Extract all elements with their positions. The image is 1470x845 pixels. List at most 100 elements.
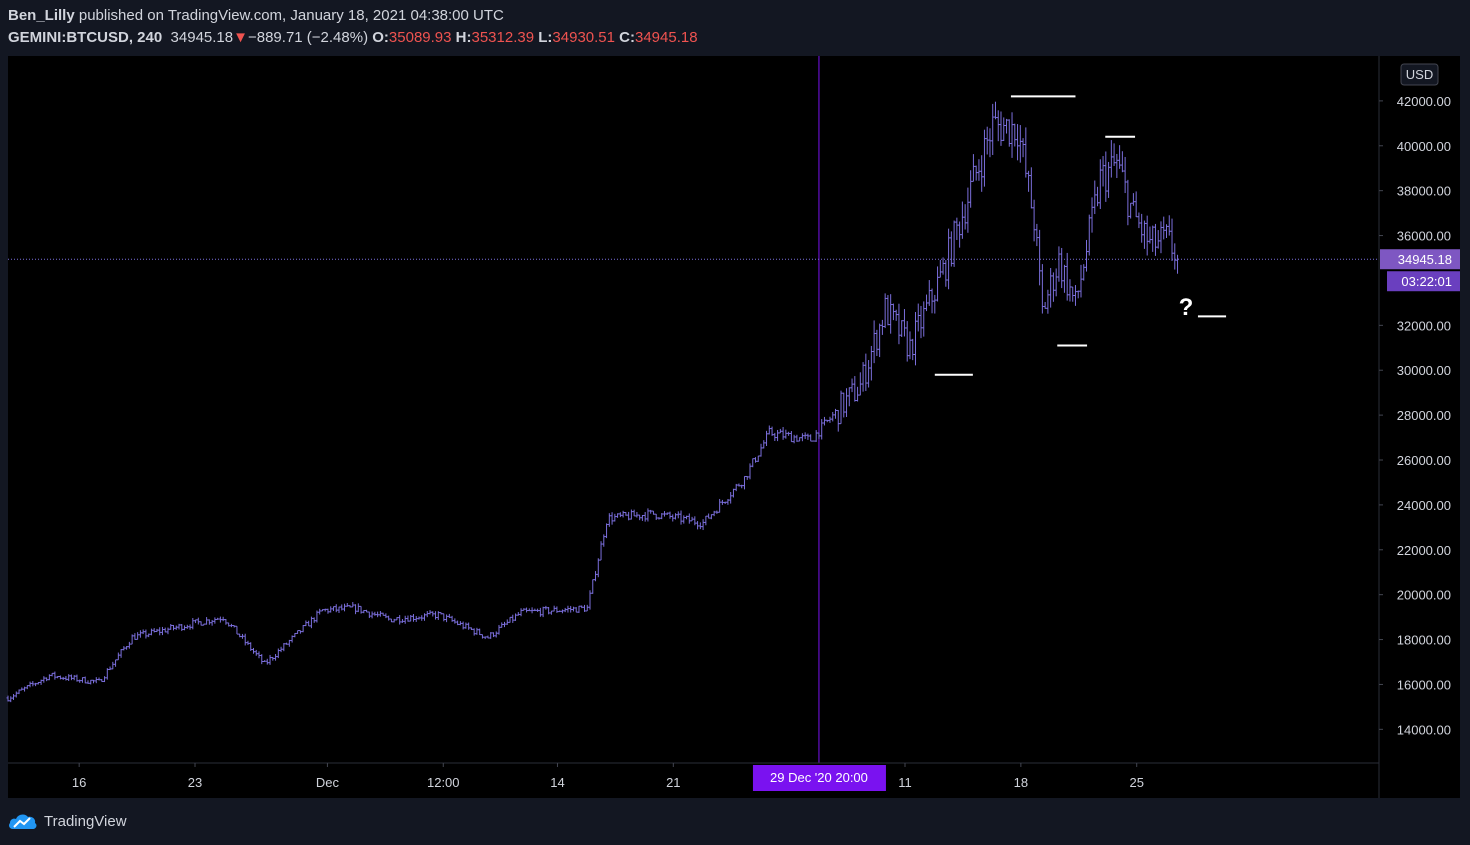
ohlc-bar — [69, 674, 73, 681]
ohlc-bar — [80, 677, 84, 683]
question-mark-annotation[interactable]: ? — [1179, 294, 1194, 321]
ohlc-bar — [991, 103, 995, 156]
ohlc-bar — [304, 620, 308, 627]
ohlc-bar — [1043, 302, 1047, 309]
ohlc-bar — [627, 511, 631, 521]
price-tick-label: 28000.00 — [1397, 408, 1451, 423]
ohlc-bar — [632, 509, 636, 517]
ohlc-bar — [552, 605, 556, 612]
ohlc-bar — [803, 432, 807, 439]
ohlc-bar — [599, 541, 603, 561]
ohlc-bar — [45, 677, 49, 682]
ohlc-bar — [602, 534, 606, 547]
ohlc-bar — [560, 609, 564, 614]
ohlc-bar — [260, 654, 264, 665]
ohlc-bar — [216, 617, 220, 620]
price-axis[interactable]: 42000.00 40000.00 38000.00 36000.00 32000.00… — [1379, 94, 1451, 737]
ohlc-bar — [960, 201, 964, 239]
price-tick-label: 16000.00 — [1397, 677, 1451, 692]
ohlc-bar — [698, 522, 702, 530]
ohlc-bar — [1159, 221, 1163, 254]
ohlc-bar — [491, 632, 495, 638]
ohlc-bar — [194, 619, 198, 624]
ohlc-bar — [889, 294, 893, 334]
ohlc-bar — [731, 488, 735, 498]
ohlc-bar — [1060, 247, 1064, 289]
ohlc-bars — [6, 101, 1180, 703]
ohlc-bar — [869, 345, 873, 381]
last-price-badge-label: 34945.18 — [1398, 252, 1452, 267]
ohlc-bar — [47, 674, 51, 681]
ohlc-bar — [105, 668, 109, 680]
ohlc-bar — [423, 613, 427, 621]
ohlc-bar — [392, 618, 396, 623]
ohlc-bar — [503, 621, 506, 628]
ohlc-bar — [748, 463, 752, 480]
ohlc-bar — [494, 631, 498, 638]
ohlc-bar — [356, 603, 360, 613]
ohlc-bar — [858, 372, 862, 396]
ohlc-bar — [1093, 180, 1097, 215]
horizontal-levels[interactable] — [934, 95, 1227, 376]
published-text: published on TradingView.com, January 18… — [78, 7, 504, 24]
ohlc-bar — [1046, 289, 1050, 314]
ohlc-bar — [279, 646, 283, 653]
ohlc-bar — [345, 603, 349, 607]
ohlc-bar — [246, 640, 250, 646]
ohlc-bar — [514, 613, 518, 621]
ohlc-bar — [787, 431, 791, 436]
ohlc-bar — [1082, 264, 1086, 281]
ohlc-bar — [828, 416, 832, 423]
ohlc-bar — [643, 512, 647, 522]
ohlc-bar — [348, 605, 352, 608]
ohlc-bar — [1134, 191, 1138, 218]
ohlc-bar — [75, 674, 79, 682]
ohlc-bar — [235, 625, 239, 635]
ohlc-bar — [726, 499, 730, 505]
time-tick-label: 12:00 — [427, 775, 460, 790]
price-tick-label: 14000.00 — [1397, 722, 1451, 737]
ohlc-bar — [25, 685, 29, 690]
ohlc-bar — [974, 165, 978, 181]
currency-badge[interactable]: USD — [1400, 63, 1439, 86]
ohlc-bar — [301, 625, 305, 633]
author-name[interactable]: Ben_Lilly — [8, 7, 75, 24]
ohlc-bar — [431, 611, 435, 617]
ohlc-bar — [370, 611, 374, 619]
ohlc-bar — [334, 604, 338, 613]
tradingview-logo[interactable]: TradingView — [8, 812, 127, 830]
ohlc-bar — [709, 514, 713, 520]
ohlc-bar — [461, 621, 465, 630]
ohlc-legend: GEMINI:BTCUSD, 240 34945.18▼−889.71 (−2.… — [8, 29, 698, 46]
ohlc-bar — [420, 615, 424, 621]
ohlc-bar — [817, 432, 821, 439]
ohlc-bar — [1165, 224, 1168, 239]
ohlc-bar — [1018, 125, 1022, 163]
ohlc-bar — [693, 516, 697, 526]
ohlc-bar — [72, 675, 76, 681]
ohlc-bar — [9, 696, 13, 703]
ohlc-bar — [144, 629, 148, 639]
ohlc-bar — [922, 301, 926, 337]
ohlc-bar — [522, 608, 526, 611]
ohlc-bar — [1167, 215, 1171, 236]
ohlc-bar — [414, 616, 418, 622]
ohlc-bar — [180, 624, 184, 632]
ohlc-bar — [679, 510, 683, 525]
ohlc-bar — [489, 632, 493, 639]
ohlc-bar — [682, 515, 686, 524]
ohlc-bar — [571, 606, 575, 612]
ohlc-bar — [111, 661, 115, 670]
ohlc-bar — [298, 630, 302, 634]
time-axis[interactable]: 16 23 Dec 12:00 14 21 11 18 25 29 Dec '20 20:00 — [72, 763, 1144, 791]
ohlc-bar — [685, 515, 689, 520]
ohlc-bar — [759, 443, 763, 457]
symbol-label[interactable]: GEMINI:BTCUSD, 240 — [8, 29, 163, 46]
ohlc-bar — [218, 616, 222, 623]
ohlc-bar — [883, 293, 887, 329]
ohlc-bar — [701, 519, 705, 531]
ohlc-bar — [847, 387, 851, 407]
ohlc-bar — [1123, 156, 1127, 194]
ohlc-bar — [12, 694, 16, 700]
